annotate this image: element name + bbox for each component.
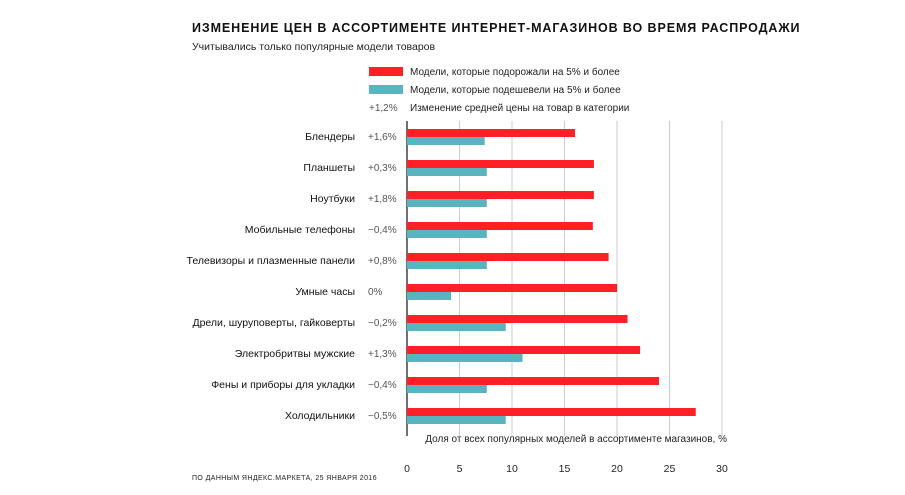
legend-label-up: Модели, которые подорожали на 5% и более <box>410 66 620 78</box>
bar-down <box>407 168 487 176</box>
bar-down <box>407 385 487 393</box>
bar-up <box>407 129 575 137</box>
bar-up <box>407 315 628 323</box>
category-label: Мобильные телефоны <box>245 224 355 236</box>
price-change-label: −0,5% <box>368 411 397 422</box>
category-label: Ноутбуки <box>310 193 355 205</box>
price-change-label: +1,8% <box>368 194 397 205</box>
legend-change-label: Изменение средней цены на товар в катего… <box>410 103 629 114</box>
bar-down <box>407 137 485 145</box>
bars <box>407 129 696 424</box>
x-tick-label: 0 <box>404 463 410 475</box>
x-tick-label: 20 <box>611 463 623 475</box>
bar-down <box>407 230 487 238</box>
x-tick-label: 5 <box>457 463 463 475</box>
bar-up <box>407 346 641 354</box>
bar-up <box>407 408 696 416</box>
bar-down <box>407 323 506 331</box>
chart-subtitle: Учитывались только популярные модели тов… <box>192 41 436 53</box>
bar-up <box>407 284 617 292</box>
price-change-label: −0,2% <box>368 318 397 329</box>
category-label: Блендеры <box>305 131 355 143</box>
bar-up <box>407 222 593 230</box>
category-labels: Блендеры +1,6% Планшеты +0,3% Ноутбуки +1,8% М… <box>187 131 397 422</box>
category-label: Холодильники <box>285 410 355 422</box>
category-label: Планшеты <box>303 162 355 174</box>
category-label: Фены и приборы для укладки <box>211 379 355 391</box>
price-change-label: +0,3% <box>368 163 397 174</box>
bar-down <box>407 292 452 300</box>
category-label: Дрели, шуруповерты, гайковерты <box>192 317 355 329</box>
bar-down <box>407 354 523 362</box>
price-change-label: −0,4% <box>368 225 397 236</box>
bar-down <box>407 416 506 424</box>
price-change-label: +1,6% <box>368 132 397 143</box>
x-tick-label: 15 <box>559 463 571 475</box>
price-change-label: +1,3% <box>368 349 397 360</box>
bar-down <box>407 199 487 207</box>
bar-down <box>407 261 487 269</box>
legend-swatch-up <box>369 67 403 76</box>
price-change-label: 0% <box>368 287 383 298</box>
bar-up <box>407 160 594 168</box>
x-axis: Доля от всех популярных моделей в ассорт… <box>404 434 728 475</box>
legend-swatch-down <box>369 85 403 94</box>
legend-change-sample: +1,2% <box>369 103 398 114</box>
bar-up <box>407 377 659 385</box>
source-note: ПО ДАННЫМ ЯНДЕКС.МАРКЕТА, 25 ЯНВАРЯ 2016 <box>192 475 377 482</box>
price-change-label: +0,8% <box>368 256 397 267</box>
x-tick-label: 30 <box>716 463 728 475</box>
x-tick-label: 25 <box>664 463 676 475</box>
bar-up <box>407 253 609 261</box>
category-label: Умные часы <box>295 286 355 298</box>
chart-title: ИЗМЕНЕНИЕ ЦЕН В АССОРТИМЕНТЕ ИНТЕРНЕТ-МА… <box>192 21 801 35</box>
category-label: Электробритвы мужские <box>235 348 355 360</box>
x-axis-label: Доля от всех популярных моделей в ассорт… <box>425 434 727 445</box>
x-tick-label: 10 <box>506 463 518 475</box>
legend-label-down: Модели, которые подешевели на 5% и более <box>410 84 621 96</box>
category-label: Телевизоры и плазменные панели <box>187 255 356 267</box>
price-change-label: −0,4% <box>368 380 397 391</box>
legend: Модели, которые подорожали на 5% и более… <box>369 66 629 114</box>
bar-up <box>407 191 594 199</box>
